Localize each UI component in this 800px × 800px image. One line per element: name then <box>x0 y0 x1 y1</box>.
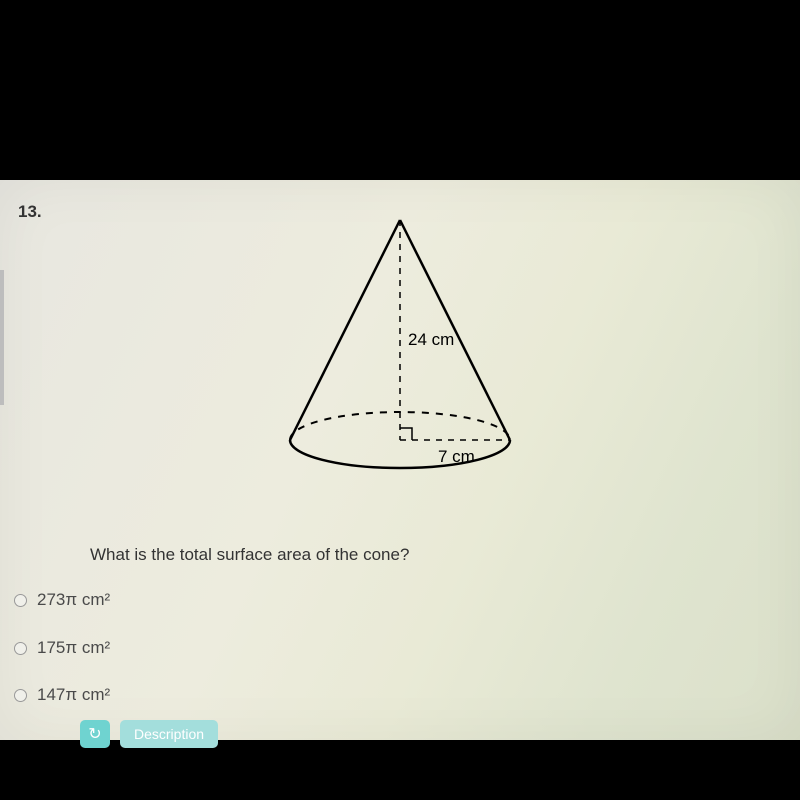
option-label: 273π cm² <box>37 590 110 610</box>
radius-label: 7 cm <box>438 447 475 466</box>
question-number: 13. <box>18 202 42 222</box>
radio-icon <box>14 689 27 702</box>
option-label: 175π cm² <box>37 638 110 658</box>
option-b[interactable]: 175π cm² <box>14 638 110 658</box>
height-label: 24 cm <box>408 330 454 349</box>
refresh-button[interactable]: ↻ <box>80 720 110 748</box>
radio-icon <box>14 594 27 607</box>
description-label: Description <box>134 726 204 742</box>
cone-diagram: 24 cm 7 cm <box>230 200 570 500</box>
radio-icon <box>14 642 27 655</box>
option-label: 147π cm² <box>37 685 110 705</box>
option-c[interactable]: 147π cm² <box>14 685 110 705</box>
left-accent <box>0 270 4 405</box>
button-row: ↻ Description <box>80 720 218 748</box>
refresh-icon: ↻ <box>88 724 101 744</box>
description-button[interactable]: Description <box>120 720 218 748</box>
question-prompt: What is the total surface area of the co… <box>90 545 409 565</box>
option-a[interactable]: 273π cm² <box>14 590 110 610</box>
